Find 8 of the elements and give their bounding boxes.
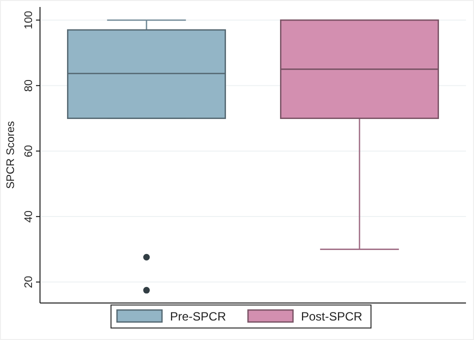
legend-label: Post-SPCR	[301, 310, 363, 324]
y-tick-label: 40	[23, 210, 35, 223]
y-tick-label: 100	[23, 10, 35, 30]
y-tick-label: 80	[23, 79, 35, 92]
y-tick-label: 60	[23, 144, 35, 158]
y-axis-title: SPCR Scores	[5, 120, 17, 189]
y-tick-label: 20	[23, 276, 35, 288]
legend-label: Pre-SPCR	[170, 310, 226, 324]
